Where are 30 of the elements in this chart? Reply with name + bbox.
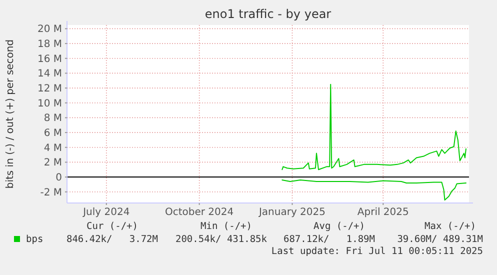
x-tick-label: October 2024 (164, 207, 234, 218)
line-series (282, 180, 466, 201)
y-tick-label: 2 M (44, 158, 62, 169)
text: Min (-/+) (200, 221, 252, 232)
x-tick-label: April 2025 (357, 207, 409, 218)
y-tick-label: 12 M (37, 84, 62, 95)
y-tick-label: 4 M (44, 142, 62, 154)
y-tick-label: 16 M (37, 54, 62, 65)
text: Avg (-/+) (314, 221, 365, 232)
text: Max (-/+) (424, 221, 476, 232)
text: 846.42k/ 3.72M (66, 234, 158, 245)
chart-title: eno1 traffic - by year (204, 7, 332, 21)
y-tick-label: -2 M (40, 187, 62, 198)
y-tick-label: 6 M (44, 128, 62, 140)
x-tick-label: January 2025 (258, 207, 326, 218)
line-series (282, 84, 466, 170)
text: 200.54k/ 431.85k (175, 234, 268, 245)
text: Last update: Fri Jul 11 00:05:11 2025 (271, 246, 483, 257)
y-axis-title: bits in (-) / out (+) per second (5, 39, 16, 189)
text: Cur (-/+) (86, 221, 138, 232)
y-tick-label: 20 M (37, 24, 62, 36)
legend-label: bps (26, 234, 44, 245)
text: 39.60M/ 489.31M (397, 234, 484, 245)
x-tick-label: July 2024 (82, 207, 130, 218)
y-tick-label: 18 M (37, 39, 62, 50)
y-tick-label: 10 M (37, 98, 62, 110)
text: 687.12k/ 1.89M (283, 234, 376, 245)
y-tick-label: 8 M (44, 113, 62, 124)
y-tick-label: 14 M (37, 68, 62, 80)
y-tick-label: 0 (56, 172, 62, 184)
